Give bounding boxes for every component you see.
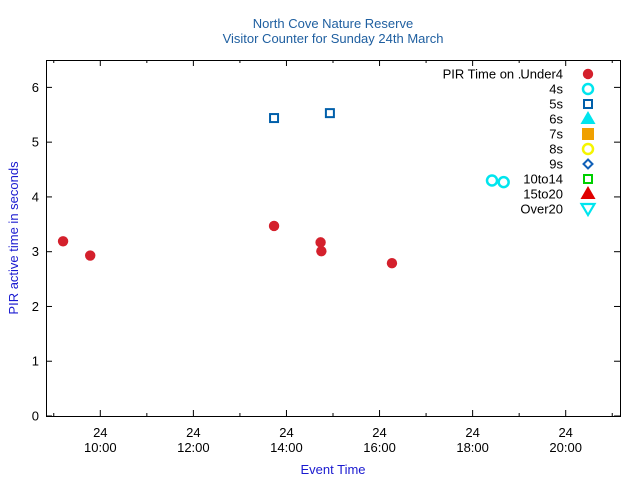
data-points — [57, 108, 510, 269]
x-tick-day-label: 24 — [372, 425, 386, 440]
legend-entry-15to20: 15to20 — [523, 187, 563, 202]
y-axis-label: PIR active time in seconds — [6, 161, 21, 315]
x-tick-time-label: 14:00 — [270, 440, 303, 455]
legend-title: PIR Time on .. — [443, 67, 525, 82]
x-tick-time-label: 10:00 — [84, 440, 117, 455]
x-tick-day-label: 24 — [186, 425, 200, 440]
data-point-under4 — [316, 245, 327, 257]
legend-marker-6s — [580, 111, 596, 124]
chart-subtitle: Visitor Counter for Sunday 24th March — [223, 31, 444, 46]
y-tick-label: 1 — [32, 354, 39, 369]
legend-entry-10to14: 10to14 — [523, 172, 563, 187]
x-tick-day-label: 24 — [93, 425, 107, 440]
legend-marker-under4 — [582, 68, 594, 80]
legend-marker-5s — [583, 99, 593, 109]
data-point-under4 — [85, 250, 96, 261]
x-tick-time-label: 20:00 — [549, 440, 582, 455]
y-tick-label: 2 — [32, 299, 39, 314]
y-tick-label: 6 — [32, 80, 39, 95]
data-point-under4 — [268, 220, 280, 232]
legend-entry-7s: 7s — [549, 127, 563, 142]
legend-entry-under4: Under4 — [520, 67, 563, 82]
legend-entry-8s: 8s — [549, 142, 563, 157]
x-tick-day-label: 24 — [279, 425, 293, 440]
legend-entry-9s: 9s — [549, 157, 563, 172]
x-tick-day-label: 24 — [558, 425, 572, 440]
x-tick-time-label: 16:00 — [363, 440, 396, 455]
chart-title: North Cove Nature Reserve — [253, 16, 413, 31]
legend-marker-10to14 — [583, 174, 593, 184]
legend-marker-9s — [582, 158, 594, 170]
x-axis-label: Event Time — [300, 462, 365, 477]
legend-entry-6s: 6s — [549, 112, 563, 127]
data-point-4s — [497, 175, 510, 189]
x-tick-day-label: 24 — [465, 425, 479, 440]
y-tick-label: 0 — [32, 409, 39, 424]
data-point-under4 — [57, 236, 69, 247]
data-point-5s — [269, 113, 280, 124]
x-axis: 2410:002412:002414:002416:002418:002420:… — [53, 60, 613, 455]
y-axis: 0 1 2 3 4 5 6 — [32, 80, 620, 424]
legend-entry-5s: 5s — [549, 97, 563, 112]
legend-marker-4s — [581, 82, 595, 96]
legend-entry-4s: 4s — [549, 82, 563, 97]
legend-marker-15to20 — [580, 186, 596, 199]
x-tick-time-label: 12:00 — [177, 440, 210, 455]
data-point-under4 — [315, 237, 326, 248]
data-point-5s — [324, 108, 335, 119]
data-point-4s — [485, 174, 499, 187]
legend-marker-8s — [581, 142, 595, 156]
legend-marker-over20 — [579, 202, 597, 218]
data-point-under4 — [386, 257, 398, 269]
y-tick-label: 3 — [32, 244, 39, 259]
legend-marker-7s — [582, 128, 594, 140]
y-tick-label: 4 — [32, 189, 39, 204]
legend-entry-over20: Over20 — [520, 202, 563, 217]
y-tick-label: 5 — [32, 135, 39, 150]
x-tick-time-label: 18:00 — [456, 440, 489, 455]
